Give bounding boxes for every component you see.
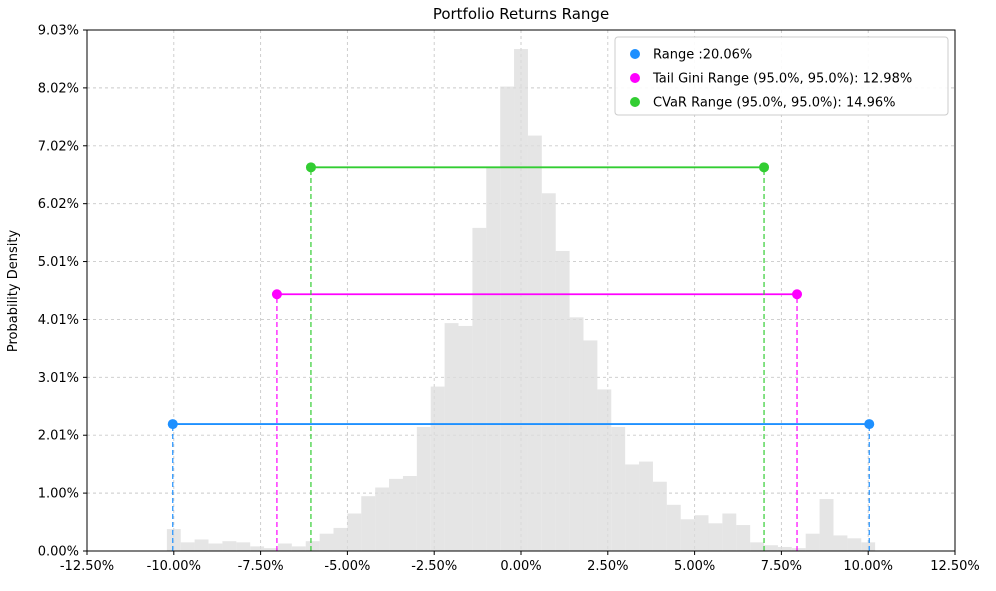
y-tick-label: 8.02% [38,81,79,96]
x-tick-label: -12.50% [60,559,114,574]
range-lines [167,162,875,551]
histogram-bar [402,475,417,551]
y-tick-label: 0.00% [38,545,79,560]
x-tick-label: -7.50% [238,559,284,574]
x-tick-label: 7.50% [761,559,802,574]
histogram-bar [833,535,848,551]
cvar-range-endpoint-dot [305,162,316,173]
histogram-bar [597,389,612,551]
histogram-bar [347,513,362,551]
cvar-range-legend-label: CVaR Range (95.0%, 95.0%): 14.96% [653,96,896,111]
total-range-legend-label: Range :20.06% [653,48,752,63]
x-tick-label: 10.00% [843,559,893,574]
y-tick-label: 1.00% [38,487,79,502]
x-tick-label: -10.00% [147,559,201,574]
histogram-bar [208,543,223,551]
histogram-bar [819,499,834,551]
histogram-bar [444,323,459,551]
y-tick-label: 5.01% [38,255,79,270]
chart-title: Portfolio Returns Range [433,5,609,23]
histogram-bar [777,546,792,551]
histogram-bar [791,548,806,551]
histogram-bar [527,135,542,551]
histogram-bar [180,542,195,551]
histogram-bar [416,426,431,551]
x-tick-label: 5.00% [674,559,715,574]
histogram-bar [389,478,403,551]
histogram-bar [680,519,695,551]
histogram-bar [222,541,237,551]
histogram-bar [736,525,751,551]
histogram-bar [541,193,556,551]
histogram-bar [333,527,348,551]
histogram-bar [264,548,278,551]
tail-gini-range-endpoint-dot [792,289,803,300]
histogram-bar [750,542,765,551]
histogram-bar [625,464,640,551]
x-tick-label: 12.50% [930,559,980,574]
histogram-bar [500,86,515,551]
histogram-bar [722,513,737,551]
histogram-bar [166,529,181,551]
histogram-bar [569,317,584,551]
y-tick-label: 7.02% [38,139,79,154]
histogram-bar [611,426,626,551]
total-range-endpoint-dot [167,419,178,430]
histogram-bar [555,250,570,551]
x-tick-label: -5.00% [324,559,370,574]
histogram-bar [861,542,876,551]
histogram-bar [583,340,598,551]
y-tick-label: 4.01% [38,313,79,328]
histogram-bar [666,504,681,551]
tail-gini-range-endpoint-dot [271,289,282,300]
histogram-bar [805,533,820,551]
histogram-bar [652,481,667,551]
histogram-bar [319,533,334,551]
y-axis-label: Probability Density [6,230,21,353]
histogram-bars [166,49,876,552]
cvar-range-endpoint-dot [759,162,770,173]
axes: -12.50% -10.00% -7.50% -5.00% -2.50% 0.00% 2.5… [38,24,980,575]
y-tick-label: 9.03% [38,24,79,39]
tail-gini-range-legend-label: Tail Gini Range (95.0%, 95.0%): 12.98% [652,72,912,87]
total-range-endpoint-dot [864,419,875,430]
total-range-line [167,419,875,551]
histogram-bar [291,546,306,551]
histogram-bar [236,542,251,551]
cvar-range-legend-marker [630,97,640,107]
tail-gini-range-line [271,289,803,551]
histogram-bar [694,515,709,551]
y-tick-label: 2.01% [38,429,79,444]
histogram-bar [514,49,528,552]
histogram-bar [361,496,376,551]
histogram-bar [277,543,292,551]
x-tick-label: 2.50% [587,559,628,574]
histogram-bar [430,386,445,551]
histogram-bar [305,541,320,551]
histogram-bar [472,227,487,551]
histogram-bar [764,545,778,551]
histogram-bar [486,167,501,552]
tail-gini-range-legend-marker [630,73,640,83]
legend-box [614,36,949,116]
x-tick-label: -2.50% [411,559,457,574]
histogram-bar [194,539,209,551]
total-range-legend-marker [630,49,640,59]
legend: Range :20.06% Tail Gini Range (95.0%, 95.… [614,36,949,116]
cvar-range-line [305,162,770,551]
histogram-bar [847,538,862,551]
y-tick-label: 3.01% [38,371,79,386]
histogram-bar [250,546,265,551]
histogram-bar [708,523,723,551]
histogram-bar [375,487,390,551]
y-tick-label: 6.02% [38,197,79,212]
histogram-bar [639,461,653,551]
x-tick-label: 0.00% [500,559,541,574]
histogram-bar [458,325,473,551]
